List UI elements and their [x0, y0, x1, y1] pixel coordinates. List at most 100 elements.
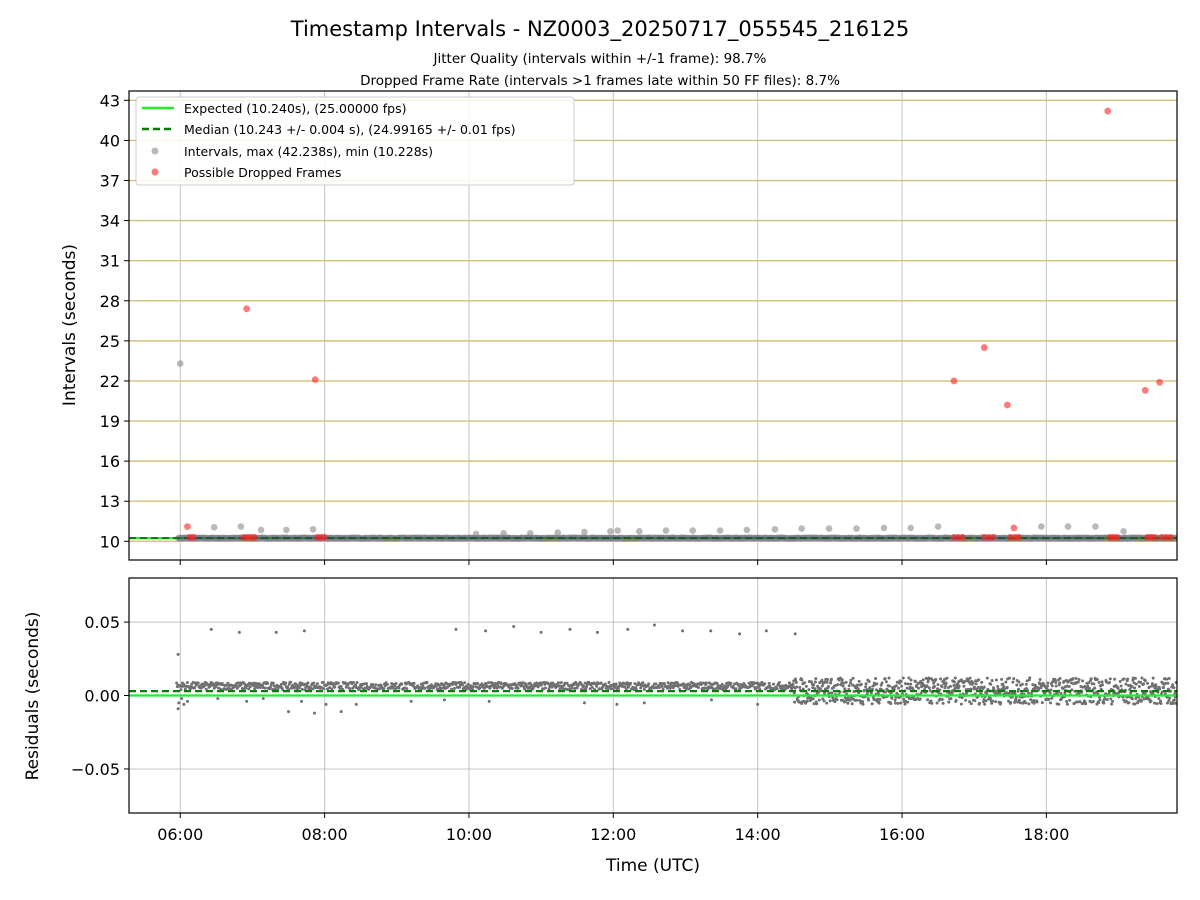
residual-point	[374, 683, 378, 687]
residual-point	[324, 702, 328, 706]
residual-point	[1000, 677, 1004, 681]
residual-point	[1109, 697, 1113, 701]
residual-point	[817, 698, 821, 702]
residual-point	[934, 677, 938, 681]
residual-point	[359, 685, 363, 689]
residual-point	[1035, 700, 1039, 704]
interval-point	[176, 360, 184, 367]
residual-point	[859, 682, 863, 686]
residual-point	[328, 686, 332, 690]
residual-point	[458, 685, 462, 689]
x-tick-label: 18:00	[1023, 825, 1069, 844]
dropped-frame-point	[1006, 533, 1014, 541]
residual-point	[696, 685, 700, 689]
residual-point	[1159, 701, 1163, 705]
residual-point	[959, 702, 963, 706]
residual-point	[1029, 698, 1033, 702]
residual-point	[1015, 683, 1019, 687]
x-tick-label: 06:00	[157, 825, 203, 844]
residual-point	[1168, 696, 1172, 700]
residual-point	[453, 686, 457, 690]
dropped-frame-point	[1113, 533, 1121, 541]
residual-point	[764, 629, 768, 633]
residual-point	[1147, 685, 1151, 689]
residual-point	[932, 681, 936, 685]
residuals-series	[129, 623, 1177, 715]
residual-point	[558, 687, 562, 691]
residual-point	[836, 683, 840, 687]
residual-point	[570, 686, 574, 690]
residual-point	[626, 627, 630, 631]
residual-point	[1065, 699, 1069, 703]
residual-point	[1165, 677, 1169, 681]
residual-point	[647, 682, 651, 686]
residual-point	[1004, 691, 1008, 695]
residual-point	[1158, 687, 1162, 691]
residual-point	[841, 684, 845, 688]
residual-point	[947, 700, 951, 704]
residual-point	[1013, 692, 1017, 696]
residual-point	[348, 687, 352, 691]
residuals-plot: −0.05 0.00 0.05 06:00 08:00 10:00 12:00 14:00 1…	[23, 577, 1178, 876]
interval-point	[472, 530, 480, 538]
residual-point	[704, 681, 708, 685]
residual-point	[1012, 677, 1016, 681]
residual-point	[609, 687, 613, 691]
residual-point	[874, 677, 878, 681]
residual-point	[629, 681, 633, 685]
residual-point	[775, 687, 779, 691]
residual-point	[523, 687, 527, 691]
residual-point	[297, 686, 301, 690]
intervals-y-tick-label: 19	[100, 412, 120, 431]
residual-point	[478, 686, 482, 690]
residual-point	[1048, 691, 1052, 695]
x-tick-label: 08:00	[302, 825, 348, 844]
residual-point	[1126, 677, 1130, 681]
residual-point	[450, 687, 454, 691]
residual-point	[454, 627, 458, 631]
legend-expected-label: Expected (10.240s), (25.00000 fps)	[184, 101, 406, 116]
residual-point	[286, 685, 290, 689]
dropped-frame-point	[1003, 401, 1011, 409]
residual-point	[720, 682, 724, 686]
chart-subtitle-dropped: Dropped Frame Rate (intervals >1 frames …	[360, 73, 840, 89]
residual-point	[855, 698, 859, 702]
residual-point	[253, 687, 257, 691]
residual-point	[1046, 684, 1050, 688]
residual-point	[397, 686, 401, 690]
residual-point	[236, 681, 240, 685]
residual-point	[1139, 680, 1143, 684]
residual-point	[973, 699, 977, 703]
intervals-y-tick-label: 13	[100, 492, 120, 511]
residual-point	[1174, 701, 1177, 705]
residual-point	[825, 701, 829, 705]
intervals-y-tick-label: 43	[100, 91, 120, 110]
intervals-plot: 10 13 16 19 22 25 28 31 34 37 40 43 Intervals (seco…	[60, 90, 1178, 565]
residual-point	[944, 681, 948, 685]
residual-point	[1020, 682, 1024, 686]
residual-point	[896, 701, 900, 705]
residual-point	[371, 683, 375, 687]
dropped-frame-point	[1156, 378, 1164, 386]
residual-point	[1045, 687, 1049, 691]
residual-point	[1089, 677, 1093, 681]
residual-point	[803, 681, 807, 685]
residual-point	[927, 676, 931, 680]
interval-point	[210, 523, 218, 531]
intervals-y-tick-label: 25	[100, 332, 120, 351]
intervals-y-tick-label: 28	[100, 292, 120, 311]
residual-point	[819, 689, 823, 693]
residual-point	[1002, 685, 1006, 689]
interval-point	[934, 523, 942, 530]
interval-point	[500, 529, 507, 537]
interval-point	[771, 525, 779, 533]
residual-point	[965, 691, 969, 695]
residual-point	[990, 701, 994, 705]
residual-point	[1058, 676, 1062, 680]
residual-point	[723, 684, 727, 688]
residual-point	[203, 683, 207, 687]
residual-point	[1098, 698, 1102, 702]
residual-point	[767, 681, 771, 685]
residual-point	[829, 681, 833, 685]
residual-point	[954, 698, 958, 702]
